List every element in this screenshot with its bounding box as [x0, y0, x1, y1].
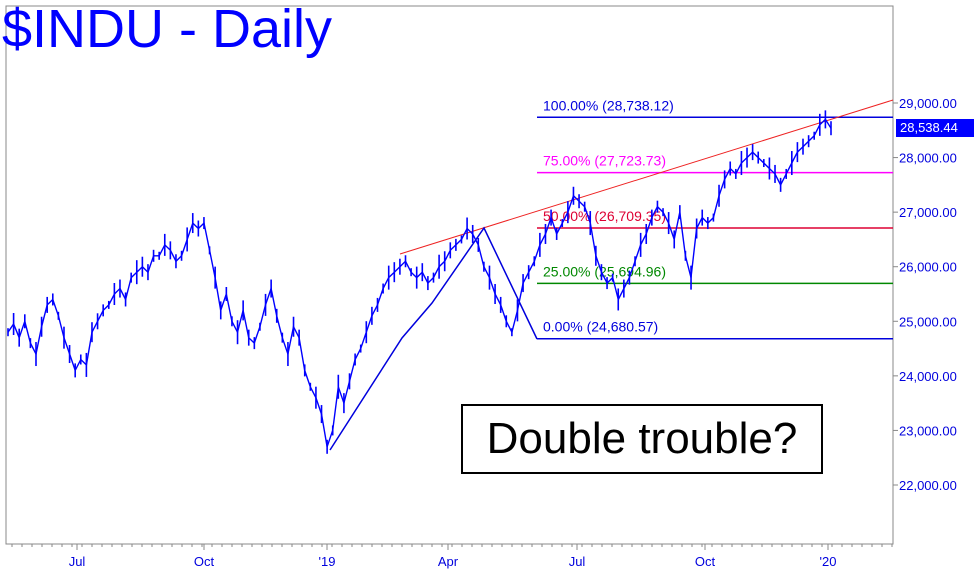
x-tick-label: '19 [319, 554, 336, 569]
fib-level-label: 75.00% (27,723.73) [543, 153, 666, 169]
last-price-label: 28,538.44 [896, 119, 974, 137]
fib-level-label: 25.00% (25,694.96) [543, 263, 666, 279]
y-tick-label: 26,000.00 [899, 260, 957, 275]
fib-level-label: 0.00% (24,680.57) [543, 319, 658, 335]
x-tick-label: Jul [569, 554, 586, 569]
x-tick-label: '20 [820, 554, 837, 569]
swing-pattern-line [329, 226, 538, 451]
fib-level-label: 100.00% (28,738.12) [543, 97, 674, 113]
x-axis-ticks: Jul Oct '19 Apr Jul Oct '20 [11, 544, 893, 569]
y-tick-label: 24,000.00 [899, 369, 957, 384]
price-series [7, 110, 832, 454]
x-tick-label: Oct [194, 554, 215, 569]
chart-title: $INDU - Daily [2, 0, 333, 59]
y-tick-label: 28,000.00 [899, 151, 957, 166]
annotation-box: Double trouble? [461, 404, 823, 474]
y-tick-label: 25,000.00 [899, 314, 957, 329]
upper-trendline [399, 99, 894, 255]
x-tick-label: Jul [69, 554, 86, 569]
x-tick-label: Apr [438, 554, 459, 569]
fibonacci-levels: 100.00% (28,738.12) 75.00% (27,723.73) 50.… [537, 97, 893, 340]
price-line [7, 118, 832, 448]
trend-lines [329, 99, 894, 451]
x-tick-label: Oct [695, 554, 716, 569]
y-tick-label: 27,000.00 [899, 205, 957, 220]
y-tick-label: 22,000.00 [899, 478, 957, 493]
y-axis-ticks: 22,000.00 23,000.00 24,000.00 25,000.00 26,0… [893, 96, 957, 493]
y-tick-label: 29,000.00 [899, 96, 957, 111]
y-tick-label: 23,000.00 [899, 423, 957, 438]
fib-level-label: 50.00% (26,709.35) [543, 208, 666, 224]
